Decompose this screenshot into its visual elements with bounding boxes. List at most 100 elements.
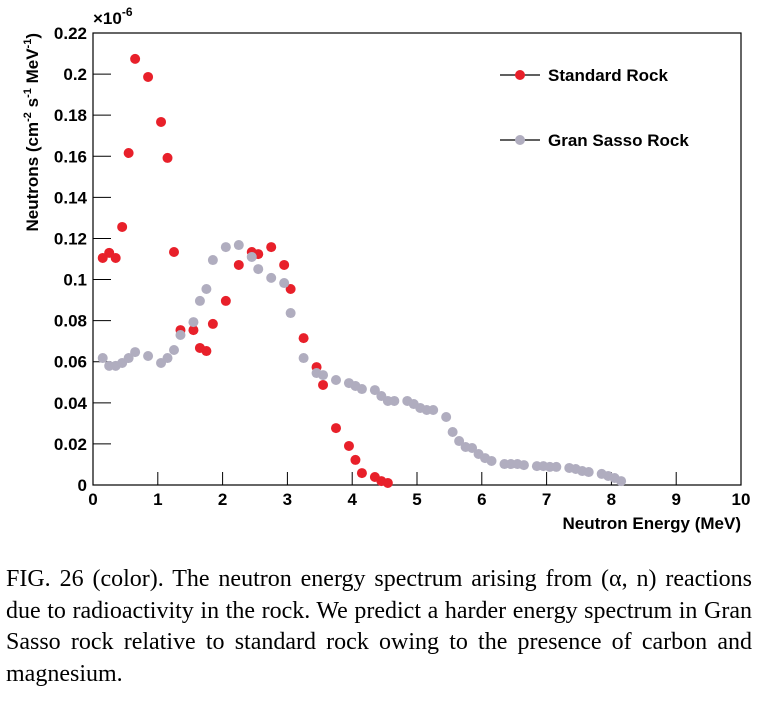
- y-tick-label: 0.06: [54, 353, 87, 372]
- data-point: [233, 259, 244, 270]
- plot-frame: [92, 32, 742, 486]
- data-point: [253, 264, 264, 275]
- data-point: [279, 278, 290, 289]
- data-point: [233, 240, 244, 251]
- legend-marker: [515, 135, 525, 145]
- x-tick-label: 7: [542, 490, 551, 509]
- data-point: [428, 405, 439, 416]
- data-point: [207, 255, 218, 266]
- data-point: [266, 242, 277, 253]
- data-point: [123, 147, 134, 158]
- y-tick-label: 0.2: [63, 65, 87, 84]
- chart: ×10-6 Neutrons (cm-2 s-1 MeV-1) Neutron …: [22, 5, 751, 533]
- data-point: [318, 379, 329, 390]
- x-tick-label: 10: [732, 490, 751, 509]
- data-point: [175, 330, 186, 341]
- data-point: [143, 71, 154, 82]
- data-point: [285, 308, 296, 319]
- data-point: [331, 423, 341, 434]
- y-label-text: ): [23, 33, 42, 39]
- y-tick-label: 0.18: [54, 106, 87, 125]
- data-point: [188, 317, 199, 328]
- x-tick-label: 3: [283, 490, 292, 509]
- x-tick-label: 2: [218, 490, 227, 509]
- data-point: [298, 333, 309, 344]
- data-point: [246, 251, 257, 262]
- x-tick-label: 5: [412, 490, 421, 509]
- data-point: [356, 384, 367, 395]
- data-point: [162, 353, 173, 364]
- legend-label: Gran Sasso Rock: [548, 131, 689, 150]
- data-point: [551, 461, 562, 472]
- legend-label: Standard Rock: [548, 66, 669, 85]
- y-tick-label: 0.12: [54, 229, 87, 248]
- y-label-text: Neutrons (cm: [23, 122, 42, 232]
- data-point: [350, 454, 361, 465]
- x-tick-label: 9: [671, 490, 680, 509]
- y-label-superscript: -1: [22, 39, 34, 49]
- data-point: [220, 295, 231, 306]
- y-tick-label: 0: [78, 476, 87, 495]
- y-tick-label: 0.16: [54, 147, 87, 166]
- data-point: [583, 467, 594, 478]
- y-tick-label: 0.08: [54, 312, 87, 331]
- y-tick-label: 0.1: [63, 271, 87, 290]
- data-point: [143, 350, 154, 361]
- y-axis-label: Neutrons (cm-2 s-1 MeV-1): [22, 33, 42, 231]
- data-point: [369, 385, 380, 396]
- data-point: [447, 426, 458, 437]
- data-point: [298, 353, 309, 364]
- legend-marker: [515, 70, 525, 80]
- data-point: [331, 375, 341, 386]
- data-point: [441, 411, 452, 422]
- data-point: [518, 460, 529, 471]
- data-point: [117, 221, 128, 232]
- y-label-superscript: -1: [22, 88, 34, 98]
- data-point: [110, 252, 121, 263]
- data-point: [266, 272, 277, 283]
- data-point: [279, 259, 290, 270]
- data-point: [188, 325, 199, 336]
- x-tick-label: 0: [88, 490, 97, 509]
- data-point: [616, 476, 627, 487]
- data-point: [201, 346, 212, 357]
- data-point: [207, 318, 218, 329]
- y-label-superscript: -2: [22, 112, 34, 122]
- data-point: [169, 247, 179, 258]
- data-point: [343, 440, 354, 451]
- data-point: [156, 116, 167, 127]
- data-point: [389, 395, 400, 406]
- data-point: [285, 283, 296, 294]
- data-point: [382, 477, 393, 488]
- data-point: [220, 242, 231, 253]
- data-point: [467, 443, 478, 454]
- data-point: [201, 283, 212, 294]
- y-tick-label: 0.04: [54, 394, 88, 413]
- data-point: [318, 370, 329, 381]
- x-tick-label: 8: [607, 490, 616, 509]
- data-point: [454, 436, 465, 447]
- y-label-text: s: [23, 98, 42, 112]
- x-tick-label: 1: [153, 490, 162, 509]
- y-label-text: MeV: [23, 48, 42, 88]
- x-tick-label: 6: [477, 490, 486, 509]
- data-point: [130, 53, 141, 64]
- y-tick-label: 0.02: [54, 435, 87, 454]
- y-multiplier: ×10-6: [93, 5, 133, 28]
- multiplier-exponent: -6: [122, 5, 133, 19]
- data-point: [130, 347, 141, 358]
- data-point: [162, 152, 173, 163]
- data-point: [169, 345, 179, 356]
- caption: FIG. 26 (color). The neutron energy spec…: [6, 566, 752, 687]
- y-tick-label: 0.14: [54, 188, 88, 207]
- data-point: [97, 353, 108, 364]
- data-point: [356, 468, 367, 479]
- x-axis-label: Neutron Energy (MeV): [562, 514, 741, 533]
- data-point: [194, 295, 205, 306]
- data-point: [123, 353, 134, 364]
- y-tick-label: 0.22: [54, 24, 87, 43]
- x-tick-label: 4: [347, 490, 357, 509]
- multiplier-base: ×10: [93, 9, 122, 28]
- data-point: [486, 455, 497, 466]
